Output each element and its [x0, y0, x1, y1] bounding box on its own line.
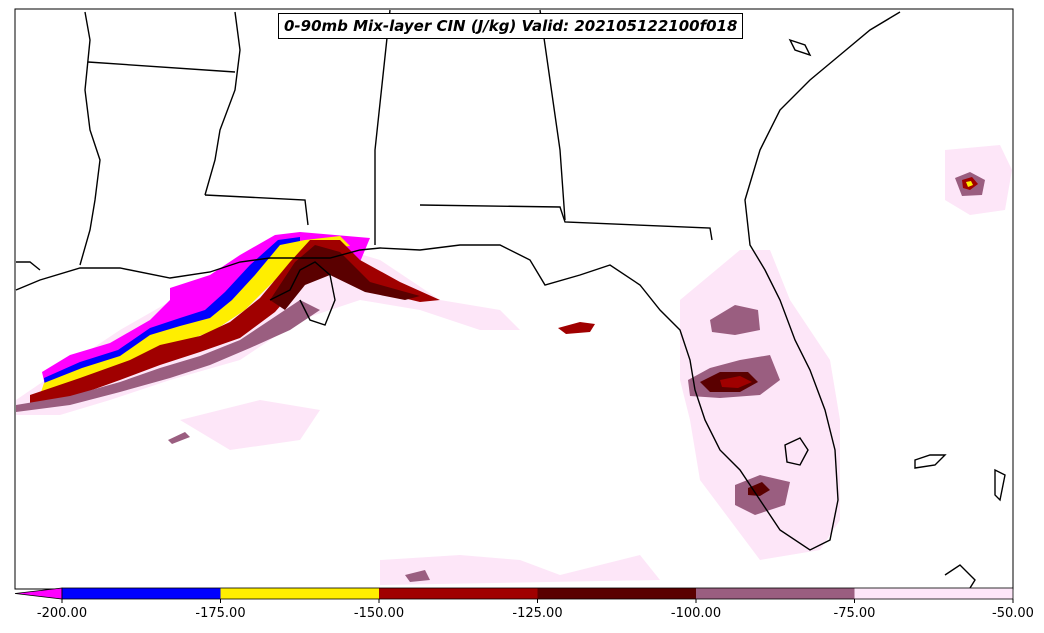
cin-region-mauve-scatter: [168, 432, 190, 444]
coastline-delta: [269, 261, 336, 326]
cin-region-mauve-south: [405, 570, 430, 582]
cin-region-storm-atlantic-eye: [966, 181, 973, 187]
cin-fill-layer: [16, 145, 1012, 585]
cin-region-light-south: [380, 555, 660, 585]
colorbar-extend-min: [14, 587, 63, 600]
coastline-texas: [16, 261, 41, 271]
coastline-bahamas-2: [994, 468, 1006, 502]
colorbar-tick-label: -175.00: [195, 606, 245, 621]
coastline-lake-okeechobee: [784, 437, 809, 466]
cin-region-darkred: [30, 240, 440, 405]
colorbar-bin: [220, 588, 379, 599]
map-frame: [14, 8, 1014, 590]
cin-region-darkred-florida: [720, 376, 752, 388]
colorbar-bin: [62, 588, 221, 599]
colorbar: -200.00 -175.00 -150.00 -125.00 -100.00 -75.0…: [14, 587, 1034, 621]
colorbar-tick-label: -200.00: [37, 606, 87, 621]
cin-region-mauve-florida-north: [710, 305, 760, 335]
colorbar-tick-label: -50.00: [992, 606, 1034, 621]
cin-region-mauve-florida-south: [735, 475, 790, 515]
cin-region-light-scatter: [180, 400, 320, 450]
boundary-layer: [15, 9, 1006, 589]
coastline-atlantic-islands: [788, 38, 812, 57]
coastline-bahamas: [914, 454, 947, 469]
cin-region-maroon: [270, 245, 420, 310]
state-line-al-fl: [419, 204, 713, 241]
cin-region-maroon-florida-south: [748, 482, 770, 496]
colorbar-bin: [696, 588, 855, 599]
colorbar-bin: [854, 588, 1013, 599]
state-line-ar-la: [87, 61, 236, 73]
coastline-upper-west: [79, 11, 101, 266]
colorbar-tick-label: -100.00: [671, 606, 721, 621]
state-line-ms-al: [374, 9, 391, 245]
cin-region-yellow: [40, 236, 350, 395]
colorbar-bin: [379, 588, 538, 599]
colorbar-tick-label: -125.00: [512, 606, 562, 621]
coastline-mississippi-river: [204, 11, 241, 196]
colorbar-bin: [537, 588, 696, 599]
map-title: 0-90mb Mix-layer CIN (J/kg) Valid: 20210…: [278, 13, 744, 39]
colorbar-tick-label: -150.00: [354, 606, 404, 621]
coastline-bahamas-3: [944, 564, 976, 589]
coastline-gulf: [15, 11, 901, 551]
state-line-la-ms: [204, 194, 309, 226]
cin-region-maroon-gulf-east: [558, 322, 595, 334]
cin-region-mauve-gulf: [16, 300, 320, 412]
colorbar-tick-label: -75.00: [834, 606, 876, 621]
state-line-al-ga: [539, 9, 566, 221]
